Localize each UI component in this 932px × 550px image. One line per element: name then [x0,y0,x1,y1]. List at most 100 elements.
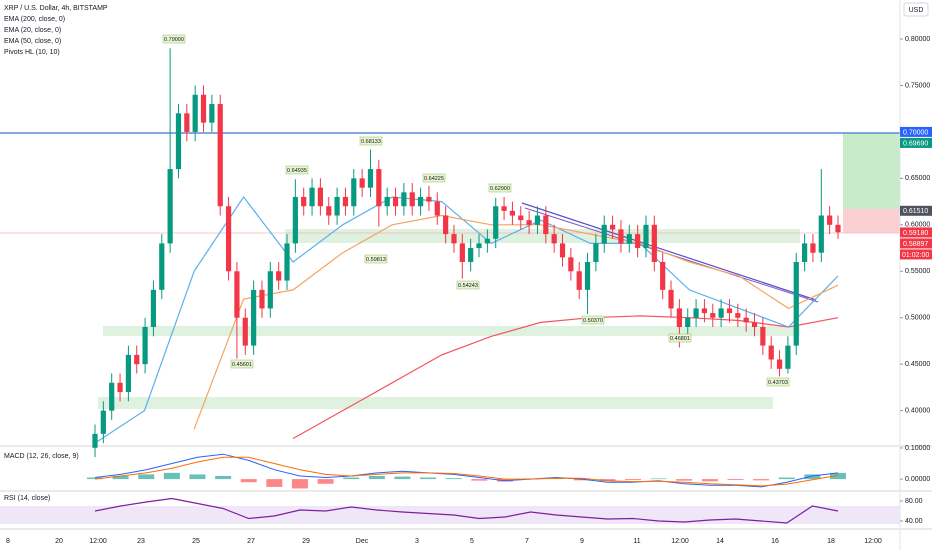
candle-body [526,220,532,225]
pivot-label: 0.43703 [768,380,788,386]
candle-body [417,196,424,207]
candle-body [242,317,248,346]
price-tag [900,205,932,216]
price-tag [900,227,932,238]
macd-bar [676,479,693,481]
candle-body [159,243,165,290]
chart-title: XRP / U.S. Dollar, 4h, BITSTAMP [4,5,108,12]
price-tag-label: 0.70000 [903,129,928,136]
support-zone [285,229,800,243]
pivot-label: 0.64935 [287,168,307,174]
candle-body [701,308,708,314]
candle-body [459,243,465,262]
y-tick-label: 0.65000 [905,175,930,182]
candle-body [685,317,691,328]
pivot-box [162,34,186,44]
macd-bar [830,472,846,480]
candle-body [292,196,298,244]
pivot-label: 0.62900 [490,186,510,192]
candle-body [259,289,265,309]
candle-body [443,215,449,235]
candle-body [534,215,541,225]
macd-line [94,453,839,488]
y-tick-label: 80.00 [905,498,923,505]
candle-body [668,289,674,309]
macd-bar [266,479,283,487]
y-tick-label: 0.50000 [905,315,930,322]
candle-body [810,243,816,253]
candle-body [710,313,716,318]
candle-body [251,289,257,346]
pivot-box [668,333,692,343]
x-tick-label: 9 [580,538,584,545]
rsi-title: RSI (14, close) [4,495,50,502]
candle-body [267,271,273,309]
candle-body [109,382,115,411]
pivot-box [581,315,605,325]
candle-body [518,215,524,221]
candle-body [835,224,841,233]
x-tick-label: 23 [137,538,145,545]
long-target-zone [843,133,900,209]
candle-body [760,327,766,346]
candle-body [468,248,474,262]
candle-body [802,243,808,262]
x-tick-label: 25 [192,538,200,545]
macd-bar [138,474,155,480]
candle-body [484,238,490,244]
candle-body [301,196,307,207]
macd-bar [445,478,462,480]
ema-line [193,214,839,430]
rsi-line [94,497,839,524]
candle-body [100,410,106,434]
pivot-box [488,183,512,193]
candle-body [785,345,791,369]
candle-body [334,196,340,216]
macd-bar [317,479,334,484]
candle-body [501,206,507,211]
candle-body [92,433,98,448]
candle-body [493,206,499,239]
candle-body [326,206,332,216]
x-tick-label: 11 [633,538,640,545]
price-tag [900,137,932,148]
candle-body [225,206,232,272]
x-tick-label: 7 [525,538,529,545]
candle-body [409,192,415,207]
candle-body [793,261,799,346]
price-tag [900,238,932,249]
x-tick-label: 5 [470,538,474,545]
candle-body [651,224,657,262]
candle-body [584,261,591,290]
candle-body [693,308,699,318]
pivot-label: 0.46801 [670,336,690,342]
candle-body [200,94,207,123]
indicator-label: EMA (20, close, 0) [4,27,61,34]
candle-body [509,210,516,216]
candle-body [643,224,649,249]
currency-label[interactable]: USD [909,7,924,14]
candle-body [376,169,382,207]
y-tick-label: 0.60000 [905,222,930,229]
candle-body [768,345,774,360]
candle-body [618,229,624,244]
indicator-label: EMA (50, close, 0) [4,38,61,45]
candle-body [401,192,407,207]
support-zone [98,397,773,409]
y-tick-label: 40.00 [905,518,923,525]
candle-body [351,178,357,207]
pivot-label: 0.54243 [458,283,478,289]
candle-body [317,187,324,207]
pivot-box [456,280,480,290]
candle-body [451,234,457,244]
macd-line [94,456,839,487]
candle-body [150,289,157,328]
price-tag-label: 0.59180 [903,230,928,237]
currency-button[interactable] [903,2,929,17]
countdown-label: 01:02:00 [902,252,929,259]
pivot-box [422,173,446,183]
candle-body [543,215,549,235]
candle-body [134,354,140,365]
